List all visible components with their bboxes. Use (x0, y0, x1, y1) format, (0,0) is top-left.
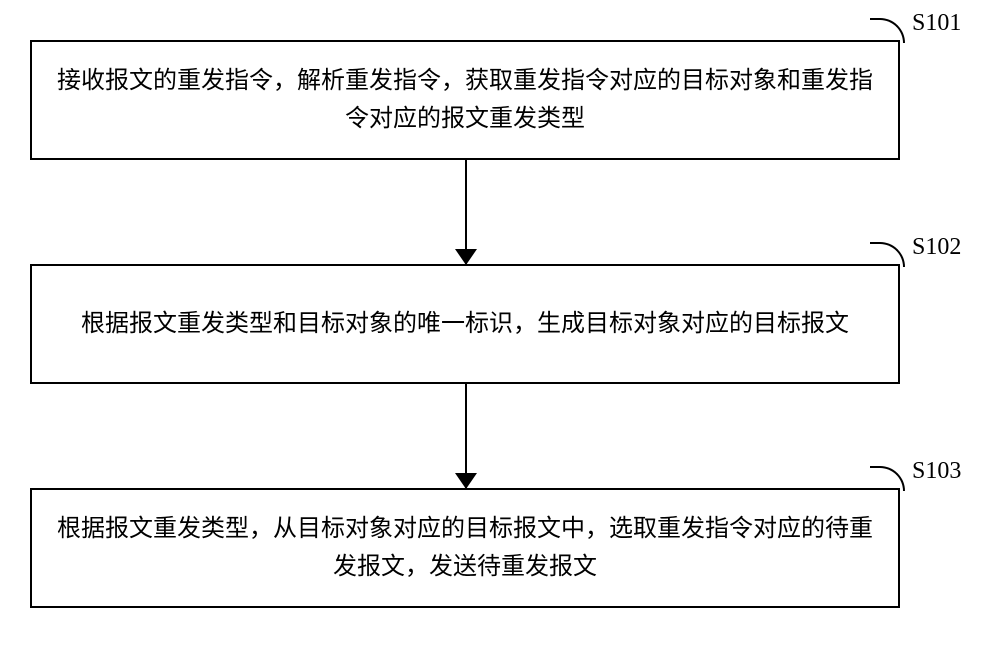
step-box-s101: 接收报文的重发指令，解析重发指令，获取重发指令对应的目标对象和重发指令对应的报文… (30, 40, 900, 160)
step-text-s103: 根据报文重发类型，从目标对象对应的目标报文中，选取重发指令对应的待重发报文，发送… (52, 510, 878, 587)
step-text-s101: 接收报文的重发指令，解析重发指令，获取重发指令对应的目标对象和重发指令对应的报文… (52, 62, 878, 139)
step-label-s102: S102 (912, 234, 961, 261)
step-box-s103: 根据报文重发类型，从目标对象对应的目标报文中，选取重发指令对应的待重发报文，发送… (30, 488, 900, 608)
step-box-s102: 根据报文重发类型和目标对象的唯一标识，生成目标对象对应的目标报文 (30, 264, 900, 384)
step-label-s101: S101 (912, 10, 961, 37)
arrow-s102-s103 (465, 384, 467, 488)
step-label-s103: S103 (912, 458, 961, 485)
step-text-s102: 根据报文重发类型和目标对象的唯一标识，生成目标对象对应的目标报文 (81, 305, 849, 343)
arrow-s101-s102 (465, 160, 467, 264)
